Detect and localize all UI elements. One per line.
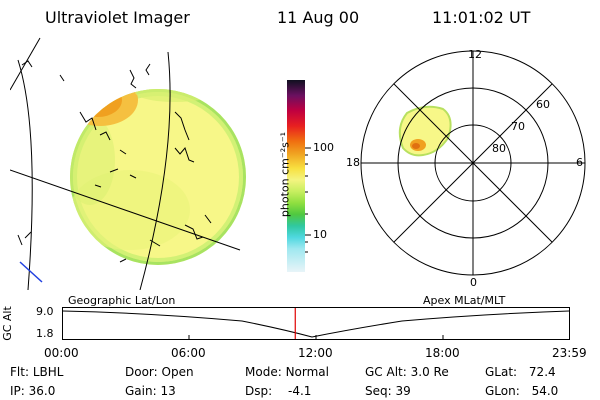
mlt-label-12: 12 (468, 48, 482, 61)
app-title: Ultraviolet Imager (45, 8, 190, 27)
seq-status: Seq: 39 (365, 384, 411, 398)
altitude-strip (62, 307, 570, 340)
time-tick-2359: 23:59 (552, 346, 587, 360)
colorbar-tick-10: 10 (313, 228, 327, 241)
coastline-outlines (17, 60, 212, 263)
geographic-image-panel (10, 37, 246, 290)
geographic-caption: Geographic Lat/Lon (68, 294, 176, 307)
gc-alt-axis-label: GC Alt (0, 306, 14, 341)
colorbar-tick-100: 100 (313, 141, 334, 154)
dsp-status: Dsp: -4.1 (245, 384, 312, 398)
mlat-label-60: 60 (536, 98, 550, 111)
ip-status: IP: 36.0 (10, 384, 56, 398)
apex-caption: Apex MLat/MLT (423, 294, 506, 307)
glat-status: GLat: 72.4 (485, 365, 556, 379)
mlat-label-80: 80 (492, 142, 506, 155)
auroral-feature (398, 105, 452, 157)
earth-disk (70, 89, 246, 265)
colorbar (287, 80, 305, 272)
terminator-line (19, 261, 43, 283)
gc-alt-status: GC Alt: 3.0 Re (365, 365, 449, 379)
gain-status: Gain: 13 (125, 384, 176, 398)
time-label: 11:01:02 UT (432, 8, 531, 27)
polar-grid (360, 50, 586, 276)
mlat-label-70: 70 (511, 120, 525, 133)
alt-tick-1-8: 1.8 (36, 327, 54, 340)
time-tick-0000: 00:00 (44, 346, 79, 360)
mlt-label-6: 6 (576, 156, 583, 169)
date-label: 11 Aug 00 (277, 8, 360, 27)
glon-status: GLon: 54.0 (485, 384, 559, 398)
mode-status: Mode: Normal (245, 365, 329, 379)
time-tick-1200: 12:00 (298, 346, 333, 360)
colorbar-unit-label: photon cm⁻²s⁻¹ (278, 131, 292, 218)
alt-tick-9: 9.0 (36, 305, 54, 318)
auroral-oval-patch (70, 89, 138, 126)
altitude-curve (62, 310, 570, 338)
time-tick-1800: 18:00 (425, 346, 460, 360)
mlt-label-0: 0 (470, 276, 477, 289)
polar-mlt-plot (360, 50, 586, 276)
geographic-grid (10, 37, 241, 290)
time-tick-0600: 06:00 (171, 346, 206, 360)
filter-status: Flt: LBHL (10, 365, 64, 379)
door-status: Door: Open (125, 365, 194, 379)
mlt-label-18: 18 (346, 156, 360, 169)
colorbar-ticks (305, 147, 311, 253)
